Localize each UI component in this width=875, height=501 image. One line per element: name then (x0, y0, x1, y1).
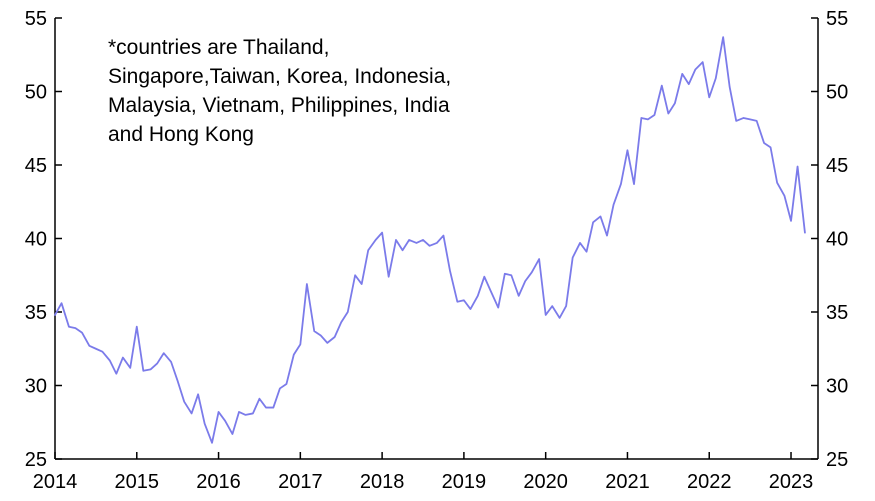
x-tick-label: 2015 (115, 471, 160, 493)
x-tick-label: 2017 (278, 471, 323, 493)
x-tick-label: 2023 (769, 471, 814, 493)
left-y-tick-label: 30 (25, 376, 47, 398)
left-y-tick-label: 55 (25, 8, 47, 30)
right-y-tick-label: 50 (826, 82, 848, 104)
right-y-tick-label: 25 (826, 449, 848, 471)
left-y-tick-label: 40 (25, 229, 47, 251)
annotation-line-2: Malaysia, Vietnam, Philippines, India (108, 94, 450, 117)
annotation-line-3: and Hong Kong (108, 123, 254, 146)
left-y-tick-label: 35 (25, 302, 47, 324)
right-y-tick-label: 55 (826, 8, 848, 30)
right-y-tick-label: 35 (826, 302, 848, 324)
left-y-tick-label: 50 (25, 82, 47, 104)
x-tick-label: 2018 (360, 471, 405, 493)
left-y-tick-label: 25 (25, 449, 47, 471)
x-tick-label: 2020 (523, 471, 568, 493)
right-y-tick-label: 45 (826, 155, 848, 177)
annotation-note: *countries are Thailand, Singapore,Taiwan… (108, 36, 451, 146)
x-tick-label: 2016 (196, 471, 241, 493)
right-y-tick-label: 40 (826, 229, 848, 251)
x-tick-label: 2021 (605, 471, 650, 493)
x-tick-label: 2022 (687, 471, 732, 493)
series-line-0 (54, 36, 806, 444)
right-y-tick-label: 30 (826, 376, 848, 398)
annotation-line-0: *countries are Thailand, (108, 36, 329, 59)
ticks: 25 25 30 30 35 35 40 40 45 45 50 50 55 55 2014 2015 2016… (25, 8, 849, 493)
left-y-tick-label: 45 (25, 155, 47, 177)
annotation-line-1: Singapore,Taiwan, Korea, Indonesia, (108, 65, 451, 88)
series-layer (54, 36, 806, 444)
x-tick-label: 2019 (442, 471, 487, 493)
x-tick-label: 2014 (33, 471, 78, 493)
